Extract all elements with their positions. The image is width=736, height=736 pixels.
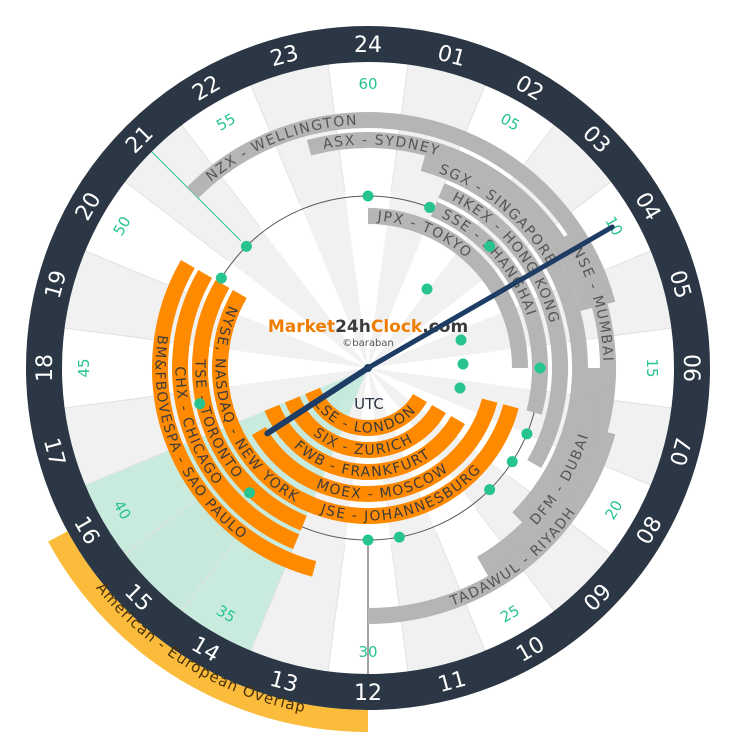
hour-label: 24 xyxy=(354,33,382,58)
hour-spoke xyxy=(544,325,686,346)
market-session-arc xyxy=(420,155,589,524)
market-session-arc xyxy=(172,270,300,550)
overlap-banner-bg xyxy=(48,531,369,732)
minute-dot xyxy=(215,272,227,284)
minute-hand xyxy=(365,224,615,371)
minute-dot xyxy=(484,240,496,252)
minute-dot xyxy=(455,334,467,346)
brand-part-market: Market xyxy=(268,317,335,337)
market-session-arc xyxy=(264,404,465,480)
minute-label: 15 xyxy=(643,358,661,377)
hour-spoke xyxy=(325,544,346,686)
minute-label: 30 xyxy=(358,643,377,661)
market-session-arc xyxy=(476,367,602,571)
brand-part-h: h xyxy=(359,317,371,337)
minute-dot xyxy=(484,484,496,496)
hour-ring-band xyxy=(26,26,710,710)
utc-label: UTC xyxy=(354,395,384,413)
minute-dots xyxy=(194,190,546,546)
hour-label: 12 xyxy=(354,681,382,706)
hand-pivot xyxy=(364,364,372,372)
hour-spoke xyxy=(113,172,228,261)
market-session-arc xyxy=(438,183,568,468)
market-session-arc xyxy=(367,430,616,624)
market-session-arc xyxy=(367,208,528,369)
minute-label: 05 xyxy=(497,109,523,134)
minute-label: 20 xyxy=(601,497,626,523)
minute-label: 25 xyxy=(497,601,523,626)
market-session-arc xyxy=(306,132,596,312)
market-session-arc xyxy=(305,387,427,436)
minute-dot xyxy=(454,382,466,394)
hour-hand xyxy=(264,365,371,437)
hour-label: 06 xyxy=(678,354,703,382)
minute-label: 60 xyxy=(358,75,377,93)
market-session-arc xyxy=(192,280,307,531)
market-session-arc xyxy=(430,201,548,415)
minute-dot xyxy=(534,362,546,374)
minute-dot xyxy=(421,283,433,295)
minute-dot xyxy=(244,487,256,499)
hour-spoke xyxy=(544,390,686,411)
minute-guide-line xyxy=(141,141,242,242)
minute-dot xyxy=(362,534,374,546)
brand-part-24: 24 xyxy=(335,317,359,337)
minute-dot xyxy=(424,201,436,213)
market-session-arc xyxy=(212,290,315,513)
market-session-arc xyxy=(284,396,446,458)
hour-ring: 24 01020304050607080910111213141516171819… xyxy=(26,26,710,710)
clock-hands xyxy=(264,224,615,437)
minute-label: 45 xyxy=(75,358,93,377)
hour-label: 18 xyxy=(33,354,58,382)
market-session-arc xyxy=(483,230,616,583)
minute-dot xyxy=(521,428,533,440)
market-session-arc xyxy=(152,260,317,577)
brand-credit: ©baraban xyxy=(342,338,394,349)
minute-dot xyxy=(457,358,469,370)
minute-dot xyxy=(393,531,405,543)
minute-dot xyxy=(240,240,252,252)
minute-dot xyxy=(506,456,518,468)
minute-dot xyxy=(194,398,206,410)
minute-label: 50 xyxy=(109,213,134,239)
minute-dot xyxy=(362,190,374,202)
brand-part-clock: Clock xyxy=(371,317,423,337)
minute-label: 55 xyxy=(213,109,239,134)
market-session-arc xyxy=(251,398,498,502)
